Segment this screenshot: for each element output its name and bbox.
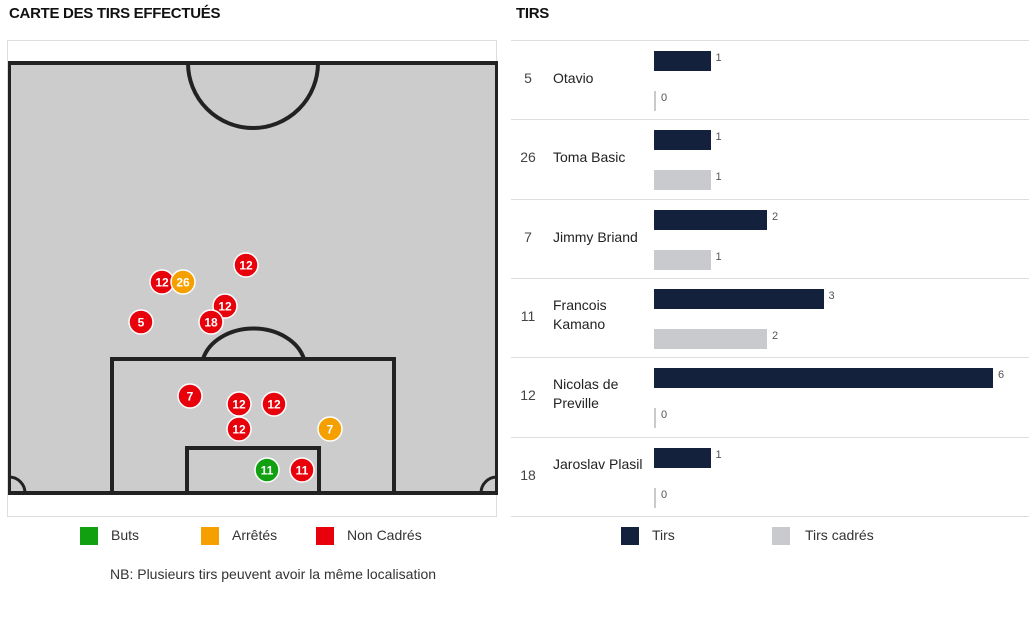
shot-marker: 12 bbox=[212, 293, 238, 319]
tirs-cadres-value: 0 bbox=[661, 488, 668, 501]
tirs-value: 6 bbox=[998, 369, 1005, 382]
shot-marker: 12 bbox=[233, 252, 259, 278]
legend-tirs-cadres-swatch bbox=[772, 527, 790, 545]
player-row: 7 Jimmy Briand 2 1 bbox=[511, 198, 1029, 279]
tirs-cadres-bar bbox=[654, 328, 767, 349]
svg-text:11: 11 bbox=[296, 464, 309, 478]
svg-text:12: 12 bbox=[232, 423, 246, 437]
tirs-cadres-value: 2 bbox=[772, 329, 779, 342]
player-row: 26 Toma Basic 1 1 bbox=[511, 119, 1029, 199]
tirs-bar bbox=[654, 130, 711, 151]
player-number: 18 bbox=[520, 466, 536, 483]
tirs-value: 2 bbox=[772, 210, 779, 223]
tirs-value: 1 bbox=[715, 131, 722, 144]
tirs-bar bbox=[654, 447, 711, 468]
legend-tirs: Tirs bbox=[652, 527, 675, 543]
tirs-value: 1 bbox=[715, 448, 722, 461]
player-row: 11 Francois Kamano 3 2 bbox=[511, 277, 1029, 358]
shot-marker: 12 bbox=[226, 391, 252, 417]
shot-marker: 11 bbox=[254, 457, 280, 483]
svg-text:5: 5 bbox=[138, 316, 145, 330]
pitch-outline bbox=[8, 61, 498, 495]
svg-text:12: 12 bbox=[232, 398, 246, 412]
legend-arretes-swatch bbox=[201, 527, 219, 545]
shot-marker: 12 bbox=[261, 391, 287, 417]
shot-marker: 18 bbox=[198, 309, 224, 335]
tirs-bar bbox=[654, 51, 711, 71]
shots-title: TIRS bbox=[516, 5, 549, 22]
legend-tirs-swatch bbox=[621, 527, 639, 545]
tirs-cadres-bar bbox=[654, 170, 711, 191]
corner-arc-right bbox=[479, 475, 498, 494]
svg-text:18: 18 bbox=[204, 316, 218, 330]
legend-non-cadres: Non Cadrés bbox=[347, 527, 422, 543]
legend-buts-swatch bbox=[80, 527, 98, 545]
player-number: 11 bbox=[520, 307, 536, 324]
shot-marker: 12 bbox=[226, 416, 252, 442]
tirs-cadres-bar bbox=[654, 408, 656, 429]
tirs-cadres-value: 1 bbox=[715, 250, 722, 263]
player-number: 12 bbox=[520, 387, 536, 404]
svg-text:11: 11 bbox=[261, 464, 274, 478]
center-circle bbox=[186, 62, 320, 130]
player-name: Jaroslav Plasil bbox=[553, 455, 643, 472]
svg-text:12: 12 bbox=[155, 276, 169, 290]
player-row: 18 Jaroslav Plasil 1 0 bbox=[511, 436, 1029, 517]
player-name: Jimmy Briand bbox=[553, 228, 638, 245]
tirs-cadres-bar bbox=[654, 91, 656, 111]
shot-map: 12 26 12 12 18 5 7 12 12 12 7 11 11 bbox=[7, 40, 498, 517]
corner-arc-left bbox=[8, 475, 27, 494]
player-number: 5 bbox=[524, 70, 532, 86]
player-number: 26 bbox=[520, 149, 536, 166]
tirs-cadres-bar bbox=[654, 249, 711, 270]
player-name: Francois Kamano bbox=[553, 296, 607, 332]
tirs-value: 3 bbox=[828, 289, 835, 302]
player-name: Toma Basic bbox=[553, 149, 626, 166]
player-name: Otavio bbox=[553, 70, 594, 86]
legend-tirs-cadres: Tirs cadrés bbox=[805, 527, 874, 543]
shot-map-title: CARTE DES TIRS EFFECTUÉS bbox=[9, 5, 221, 22]
svg-text:7: 7 bbox=[187, 390, 194, 404]
player-row: 5 Otavio 1 0 bbox=[511, 40, 1029, 120]
note: NB: Plusieurs tirs peuvent avoir la même… bbox=[110, 566, 437, 582]
tirs-value: 1 bbox=[715, 52, 722, 64]
six-yard-box bbox=[185, 446, 321, 495]
shot-marker: 7 bbox=[177, 383, 203, 409]
shot-marker: 12 bbox=[149, 269, 175, 295]
svg-text:12: 12 bbox=[239, 259, 253, 273]
tirs-bar bbox=[654, 288, 824, 309]
svg-text:26: 26 bbox=[176, 276, 190, 290]
tirs-cadres-bar bbox=[654, 487, 656, 508]
tirs-cadres-value: 1 bbox=[715, 171, 722, 184]
shot-marker: 11 bbox=[289, 457, 315, 483]
svg-text:7: 7 bbox=[327, 423, 334, 437]
shot-marker: 26 bbox=[170, 269, 196, 295]
tirs-cadres-value: 0 bbox=[661, 92, 668, 104]
row-divider bbox=[511, 516, 1029, 517]
legend-non-cadres-swatch bbox=[316, 527, 334, 545]
svg-text:12: 12 bbox=[267, 398, 281, 412]
tirs-cadres-value: 0 bbox=[661, 409, 668, 422]
legend-buts: Buts bbox=[111, 527, 140, 543]
legend-arretes: Arrêtés bbox=[232, 527, 278, 543]
tirs-bar bbox=[654, 368, 993, 389]
svg-text:12: 12 bbox=[218, 300, 232, 314]
player-name: Nicolas de Preville bbox=[553, 376, 619, 412]
shot-marker: 5 bbox=[128, 309, 154, 335]
player-row: 12 Nicolas de Preville 6 0 bbox=[511, 357, 1029, 437]
shot-marker: 7 bbox=[317, 416, 343, 442]
tirs-bar bbox=[654, 209, 767, 230]
penalty-arc bbox=[201, 326, 306, 360]
player-number: 7 bbox=[524, 228, 532, 245]
